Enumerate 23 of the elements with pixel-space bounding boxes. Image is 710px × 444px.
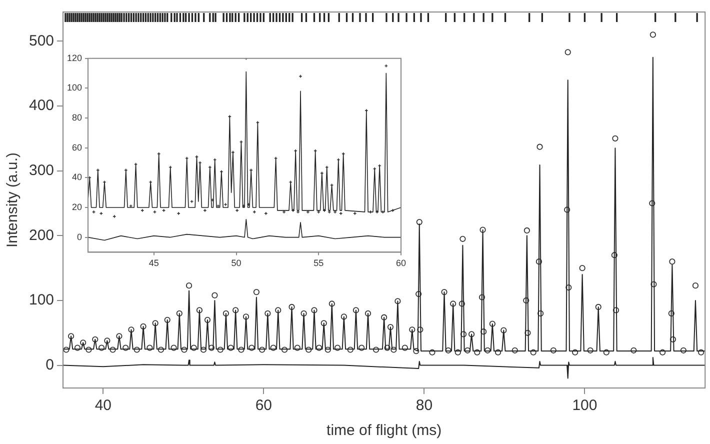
y-tick-label: 120 bbox=[66, 52, 82, 63]
y-tick-label: 200 bbox=[28, 226, 54, 244]
y-tick-label: 500 bbox=[28, 32, 54, 50]
y-tick-label: 300 bbox=[28, 162, 54, 179]
x-tick-label: 80 bbox=[416, 397, 433, 414]
x-tick-label: 60 bbox=[396, 258, 406, 268]
y-tick-label: 80 bbox=[72, 112, 82, 123]
x-tick-label: 100 bbox=[572, 397, 598, 414]
x-tick-label: 55 bbox=[314, 258, 324, 268]
y-tick-label: 100 bbox=[66, 82, 82, 93]
y-tick-label: 400 bbox=[28, 97, 54, 114]
x-axis-title: time of flight (ms) bbox=[326, 422, 442, 440]
x-tick-label: 60 bbox=[255, 397, 272, 414]
y-axis-title: Intensity (a.u.) bbox=[4, 152, 22, 248]
x-tick-label: 50 bbox=[231, 258, 242, 268]
x-tick-label: 40 bbox=[94, 397, 112, 414]
y-tick-label: 0 bbox=[77, 232, 82, 242]
y-tick-label: 60 bbox=[72, 142, 82, 152]
y-tick-label: 20 bbox=[72, 202, 82, 212]
x-tick-label: 45 bbox=[148, 258, 159, 268]
y-tick-label: 100 bbox=[28, 292, 54, 309]
y-tick-label: 40 bbox=[72, 172, 82, 182]
y-tick-label: 0 bbox=[46, 356, 54, 374]
